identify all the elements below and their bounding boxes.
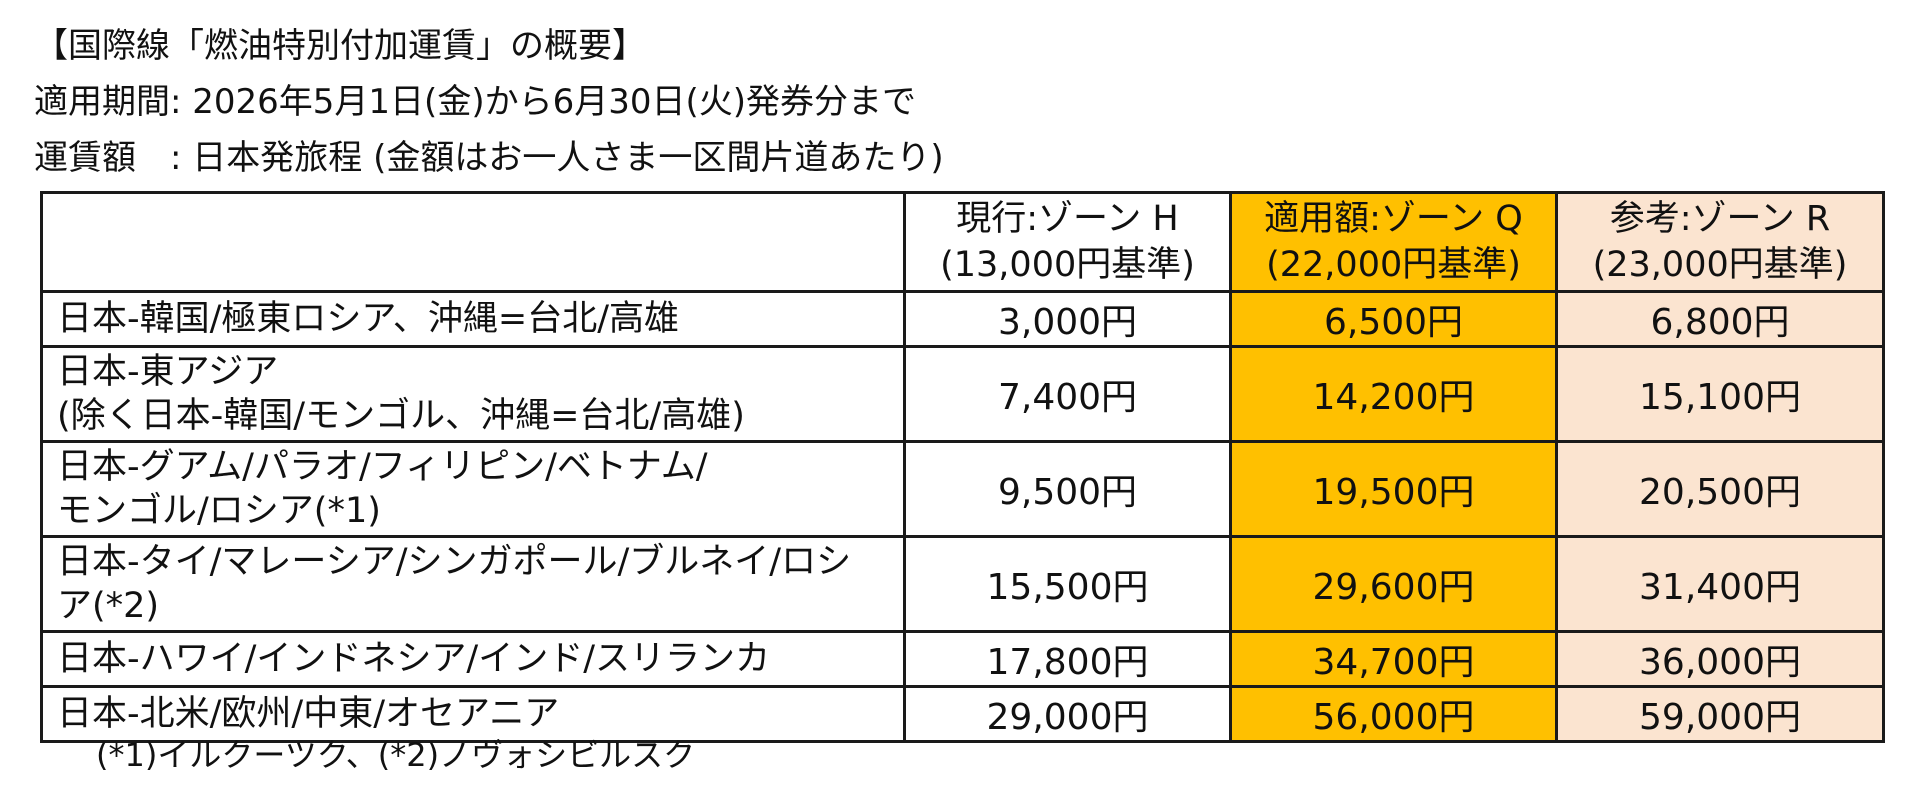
route-cell: 日本-グアム/パラオ/フィリピン/ベトナム/ モンゴル/ロシア(*1) xyxy=(40,440,906,538)
header-zone-q: 適用額:ゾーン Q (22,000円基準) xyxy=(1229,191,1558,293)
zone-h-value: 9,500円 xyxy=(903,440,1232,538)
zone-q-value: 34,700円 xyxy=(1229,630,1558,688)
table-row: 日本-韓国/極東ロシア、沖縄=台北/高雄 3,000円 6,500円 6,800… xyxy=(40,290,1885,348)
zone-h-value: 7,400円 xyxy=(903,345,1232,443)
header-zone-r-basis: (23,000円基準) xyxy=(1592,245,1848,285)
table-row: 日本-北米/欧州/中東/オセアニア 29,000円 56,000円 59,000… xyxy=(40,685,1885,743)
route-label: 日本-韓国/極東ロシア、沖縄=台北/高雄 xyxy=(57,299,680,339)
page-title: 【国際線「燃油特別付加運賃」の概要】 xyxy=(34,26,646,66)
route-cell: 日本-韓国/極東ロシア、沖縄=台北/高雄 xyxy=(40,290,906,348)
route-cell: 日本-ハワイ/インドネシア/インド/スリランカ xyxy=(40,630,906,688)
zone-r-value: 15,100円 xyxy=(1555,345,1885,443)
zone-r-value: 59,000円 xyxy=(1555,685,1885,743)
route-label-continued: ア(*2) xyxy=(57,586,160,626)
zone-r-value: 6,800円 xyxy=(1555,290,1885,348)
table-row: 日本-タイ/マレーシア/シンガポール/ブルネイ/ロシ ア(*2) 15,500円… xyxy=(40,535,1885,633)
route-cell: 日本-東アジア (除く日本-韓国/モンゴル、沖縄=台北/高雄) xyxy=(40,345,906,443)
header-zone-h-basis: (13,000円基準) xyxy=(940,245,1195,285)
route-cell: 日本-タイ/マレーシア/シンガポール/ブルネイ/ロシ ア(*2) xyxy=(40,535,906,633)
zone-h-value: 17,800円 xyxy=(903,630,1232,688)
route-label-continued: モンゴル/ロシア(*1) xyxy=(57,491,381,531)
table-row: 日本-東アジア (除く日本-韓国/モンゴル、沖縄=台北/高雄) 7,400円 1… xyxy=(40,345,1885,443)
route-label: 日本-ハワイ/インドネシア/インド/スリランカ xyxy=(57,639,771,679)
zone-h-value: 29,000円 xyxy=(903,685,1232,743)
header-route-cell xyxy=(40,191,906,293)
zone-h-value: 3,000円 xyxy=(903,290,1232,348)
route-label-continued: (除く日本-韓国/モンゴル、沖縄=台北/高雄) xyxy=(57,396,745,436)
route-cell: 日本-北米/欧州/中東/オセアニア xyxy=(40,685,906,743)
zone-r-value: 31,400円 xyxy=(1555,535,1885,633)
fare-amount-note: 運賃額 : 日本発旅程 (金額はお一人さま一区間片道あたり) xyxy=(34,138,944,178)
table-header-row: 現行:ゾーン H (13,000円基準) 適用額:ゾーン Q (22,000円基… xyxy=(40,191,1885,293)
zone-q-value: 56,000円 xyxy=(1229,685,1558,743)
zone-q-value: 6,500円 xyxy=(1229,290,1558,348)
table-row: 日本-ハワイ/インドネシア/インド/スリランカ 17,800円 34,700円 … xyxy=(40,630,1885,688)
header-zone-h-label: 現行:ゾーン H xyxy=(956,199,1179,239)
route-label: 日本-グアム/パラオ/フィリピン/ベトナム/ xyxy=(57,447,708,487)
zone-r-value: 36,000円 xyxy=(1555,630,1885,688)
application-period: 適用期間: 2026年5月1日(金)から6月30日(火)発券分まで xyxy=(34,82,917,122)
header-zone-r: 参考:ゾーン R (23,000円基準) xyxy=(1555,191,1885,293)
table-row: 日本-グアム/パラオ/フィリピン/ベトナム/ モンゴル/ロシア(*1) 9,50… xyxy=(40,440,1885,538)
header-zone-r-label: 参考:ゾーン R xyxy=(1609,199,1831,239)
header-zone-h: 現行:ゾーン H (13,000円基準) xyxy=(903,191,1232,293)
zone-q-value: 14,200円 xyxy=(1229,345,1558,443)
route-label: 日本-北米/欧州/中東/オセアニア xyxy=(57,694,560,734)
fuel-surcharge-table: 現行:ゾーン H (13,000円基準) 適用額:ゾーン Q (22,000円基… xyxy=(40,191,1885,743)
footnote: (*1)イルクーツク、(*2)ノヴォシビルスク xyxy=(96,736,696,774)
zone-h-value: 15,500円 xyxy=(903,535,1232,633)
zone-r-value: 20,500円 xyxy=(1555,440,1885,538)
route-label: 日本-東アジア xyxy=(57,352,279,392)
route-label: 日本-タイ/マレーシア/シンガポール/ブルネイ/ロシ xyxy=(57,542,852,582)
zone-q-value: 29,600円 xyxy=(1229,535,1558,633)
header-zone-q-label: 適用額:ゾーン Q xyxy=(1264,199,1523,239)
zone-q-value: 19,500円 xyxy=(1229,440,1558,538)
header-zone-q-basis: (22,000円基準) xyxy=(1266,245,1521,285)
